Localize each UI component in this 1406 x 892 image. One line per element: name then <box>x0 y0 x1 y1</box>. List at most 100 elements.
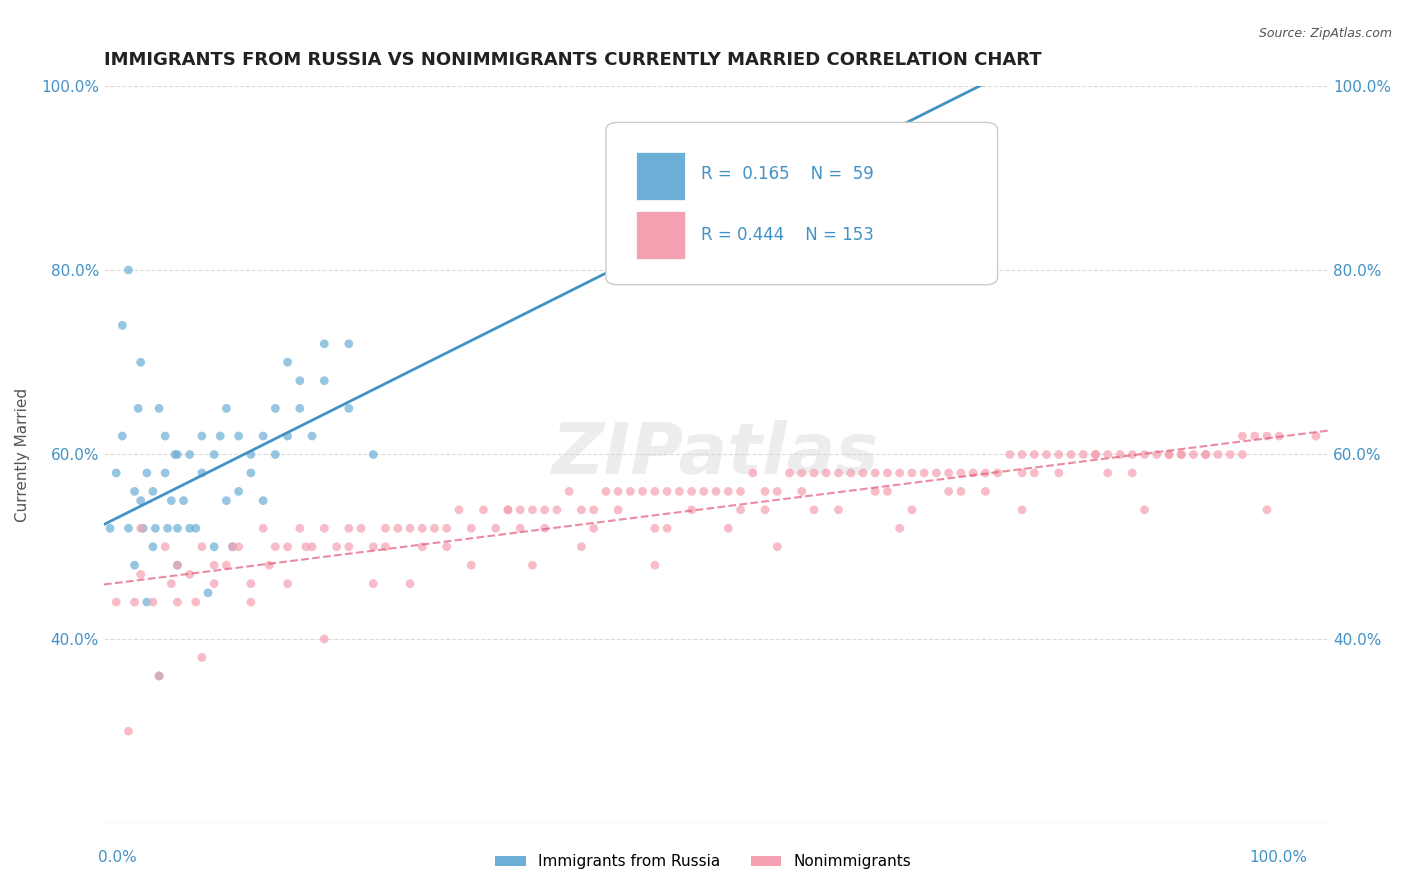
Point <box>117 521 139 535</box>
Point <box>1071 448 1094 462</box>
Text: IMMIGRANTS FROM RUSSIA VS NONIMMIGRANTS CURRENTLY MARRIED CORRELATION CHART: IMMIGRANTS FROM RUSSIA VS NONIMMIGRANTS … <box>104 51 1042 69</box>
Point <box>803 466 825 480</box>
Point <box>631 484 654 499</box>
Point <box>839 466 862 480</box>
Point <box>202 540 225 554</box>
Point <box>1232 429 1254 443</box>
Point <box>681 503 703 517</box>
Point <box>228 429 250 443</box>
Point <box>107 854 129 868</box>
Point <box>1121 448 1143 462</box>
Point <box>215 493 238 508</box>
Point <box>277 429 299 443</box>
FancyBboxPatch shape <box>606 122 998 285</box>
Point <box>938 466 960 480</box>
Point <box>741 466 763 480</box>
Point <box>252 521 274 535</box>
Point <box>166 521 188 535</box>
Point <box>202 448 225 462</box>
Point <box>277 540 299 554</box>
Point <box>124 484 146 499</box>
Point <box>496 503 519 517</box>
Point <box>1182 448 1205 462</box>
Point <box>1195 448 1218 462</box>
Point <box>202 558 225 573</box>
Point <box>863 484 886 499</box>
Point <box>974 466 997 480</box>
Point <box>962 466 984 480</box>
Point <box>827 466 849 480</box>
Point <box>1305 429 1327 443</box>
Point <box>288 401 311 416</box>
Point <box>361 576 384 591</box>
Point <box>124 595 146 609</box>
Y-axis label: Currently Married: Currently Married <box>15 387 30 522</box>
Point <box>582 503 605 517</box>
Point <box>1232 448 1254 462</box>
Text: 100.0%: 100.0% <box>1250 850 1308 865</box>
Point <box>496 503 519 517</box>
Point <box>668 484 690 499</box>
Point <box>228 540 250 554</box>
Point <box>399 521 422 535</box>
Point <box>166 558 188 573</box>
Point <box>325 540 347 554</box>
Point <box>129 521 152 535</box>
Point <box>754 503 776 517</box>
Point <box>166 558 188 573</box>
Point <box>337 521 360 535</box>
Point <box>1047 466 1070 480</box>
Point <box>202 576 225 591</box>
Point <box>191 466 214 480</box>
Point <box>754 484 776 499</box>
Point <box>132 521 155 535</box>
Point <box>619 484 641 499</box>
Point <box>779 466 801 480</box>
Point <box>153 466 176 480</box>
Point <box>460 558 482 573</box>
Point <box>350 521 373 535</box>
Point <box>127 401 149 416</box>
Legend: Immigrants from Russia, Nonimmigrants: Immigrants from Russia, Nonimmigrants <box>489 848 917 875</box>
Point <box>135 466 157 480</box>
Point <box>288 374 311 388</box>
Point <box>644 558 666 573</box>
Point <box>1243 429 1265 443</box>
Point <box>472 503 495 517</box>
Point <box>546 503 568 517</box>
Point <box>142 540 165 554</box>
Point <box>179 448 201 462</box>
Point <box>301 429 323 443</box>
Point <box>288 521 311 535</box>
Point <box>925 466 948 480</box>
Point <box>509 503 531 517</box>
Point <box>533 503 555 517</box>
Point <box>704 484 727 499</box>
Point <box>191 429 214 443</box>
Point <box>399 576 422 591</box>
Point <box>239 448 262 462</box>
Point <box>790 484 813 499</box>
Point <box>129 355 152 369</box>
Point <box>124 558 146 573</box>
Point <box>105 466 128 480</box>
Text: R = 0.444    N = 153: R = 0.444 N = 153 <box>702 226 875 244</box>
Point <box>314 521 336 535</box>
Point <box>998 448 1021 462</box>
Point <box>876 466 898 480</box>
Point <box>105 595 128 609</box>
Point <box>374 521 396 535</box>
Point <box>901 503 924 517</box>
Point <box>889 521 911 535</box>
Point <box>717 484 740 499</box>
Point <box>1097 448 1119 462</box>
Point <box>460 521 482 535</box>
Text: 0.0%: 0.0% <box>98 850 138 865</box>
Point <box>1170 448 1192 462</box>
Point <box>1256 429 1278 443</box>
Point <box>1219 448 1241 462</box>
FancyBboxPatch shape <box>637 152 686 200</box>
Point <box>949 484 972 499</box>
Point <box>852 466 875 480</box>
Point <box>374 540 396 554</box>
